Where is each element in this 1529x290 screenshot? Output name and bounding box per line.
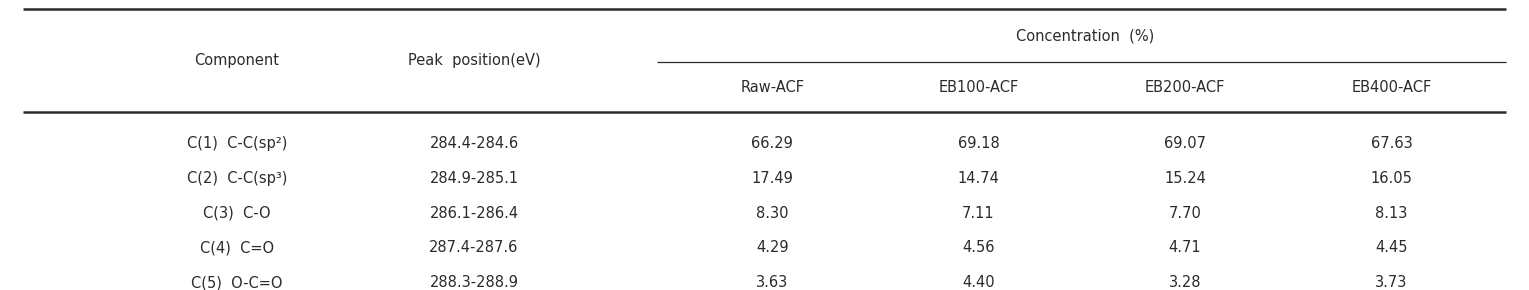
Text: 69.07: 69.07 bbox=[1164, 136, 1206, 151]
Text: 16.05: 16.05 bbox=[1370, 171, 1413, 186]
Text: 4.40: 4.40 bbox=[962, 275, 995, 290]
Text: 3.73: 3.73 bbox=[1375, 275, 1408, 290]
Text: 7.11: 7.11 bbox=[962, 206, 995, 221]
Text: C(5)  O-C=O: C(5) O-C=O bbox=[191, 275, 283, 290]
Text: Peak  position(eV): Peak position(eV) bbox=[408, 53, 540, 68]
Text: 17.49: 17.49 bbox=[751, 171, 794, 186]
Text: 69.18: 69.18 bbox=[957, 136, 1000, 151]
Text: 4.45: 4.45 bbox=[1375, 240, 1408, 255]
Text: 288.3-288.9: 288.3-288.9 bbox=[430, 275, 518, 290]
Text: 14.74: 14.74 bbox=[957, 171, 1000, 186]
Text: EB200-ACF: EB200-ACF bbox=[1145, 79, 1225, 95]
Text: Raw-ACF: Raw-ACF bbox=[740, 79, 804, 95]
Text: C(1)  C-C(sp²): C(1) C-C(sp²) bbox=[187, 136, 287, 151]
Text: C(2)  C-C(sp³): C(2) C-C(sp³) bbox=[187, 171, 287, 186]
Text: Component: Component bbox=[194, 53, 280, 68]
Text: 67.63: 67.63 bbox=[1370, 136, 1413, 151]
Text: 287.4-287.6: 287.4-287.6 bbox=[430, 240, 518, 255]
Text: 8.13: 8.13 bbox=[1375, 206, 1408, 221]
Text: C(3)  C-O: C(3) C-O bbox=[203, 206, 271, 221]
Text: 4.29: 4.29 bbox=[755, 240, 789, 255]
Text: 8.30: 8.30 bbox=[755, 206, 789, 221]
Text: EB100-ACF: EB100-ACF bbox=[939, 79, 1018, 95]
Text: 4.56: 4.56 bbox=[962, 240, 995, 255]
Text: 4.71: 4.71 bbox=[1168, 240, 1202, 255]
Text: 66.29: 66.29 bbox=[751, 136, 794, 151]
Text: EB400-ACF: EB400-ACF bbox=[1352, 79, 1431, 95]
Text: 3.28: 3.28 bbox=[1168, 275, 1202, 290]
Text: 284.4-284.6: 284.4-284.6 bbox=[430, 136, 518, 151]
Text: 7.70: 7.70 bbox=[1168, 206, 1202, 221]
Text: 15.24: 15.24 bbox=[1164, 171, 1206, 186]
Text: 286.1-286.4: 286.1-286.4 bbox=[430, 206, 518, 221]
Text: 3.63: 3.63 bbox=[755, 275, 789, 290]
Text: 284.9-285.1: 284.9-285.1 bbox=[430, 171, 518, 186]
Text: Concentration  (%): Concentration (%) bbox=[1017, 28, 1154, 43]
Text: C(4)  C=O: C(4) C=O bbox=[200, 240, 274, 255]
